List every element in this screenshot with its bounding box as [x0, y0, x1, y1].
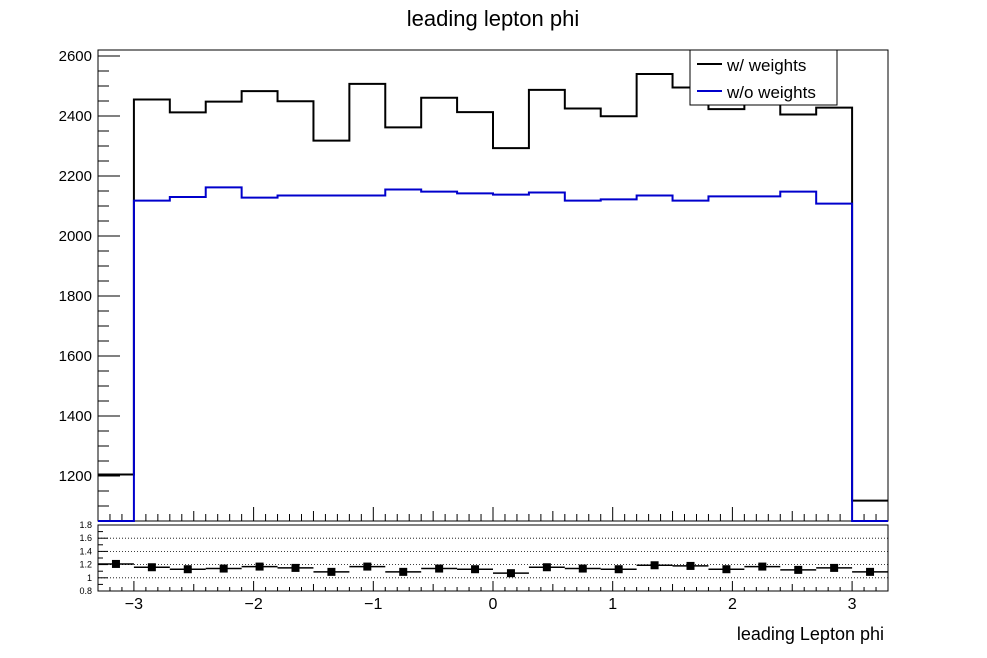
ratio-marker — [363, 562, 372, 571]
ratio-y-axis: 0.8 1 1.2 1.4 1.6 1.8 — [79, 520, 108, 596]
legend: w/ weights w/o weights — [689, 49, 838, 106]
y-tick-label-2600: 2600 — [59, 48, 92, 65]
x-tick-label-2: −1 — [364, 596, 382, 613]
ratio-marker — [255, 562, 264, 571]
x-tick-label-5: 2 — [728, 596, 737, 613]
ratio-marker — [542, 563, 551, 572]
ratio-marker — [111, 559, 120, 568]
x-axis-label: leading Lepton phi — [737, 624, 884, 644]
y-tick-label-2400: 2400 — [59, 108, 92, 125]
ratio-y-tick-label-1-4: 1.4 — [79, 546, 92, 556]
y-tick-label-1400: 1400 — [59, 408, 92, 425]
ratio-marker — [506, 569, 515, 578]
chart-title: leading lepton phi — [407, 6, 579, 31]
ratio-y-tick-label-1-8: 1.8 — [79, 520, 92, 530]
ratio-marker — [219, 564, 228, 573]
ratio-marker — [686, 561, 695, 570]
x-tick-label-0: −3 — [125, 596, 143, 613]
ratio-marker — [291, 563, 300, 572]
ratio-marker — [830, 563, 839, 572]
ratio-y-tick-label-1-6: 1.6 — [79, 533, 92, 543]
ratio-marker — [399, 567, 408, 576]
ratio-y-tick-label-0-8: 0.8 — [79, 586, 92, 596]
ratio-marker — [435, 564, 444, 573]
legend-label-w-weights: w/ weights — [726, 56, 806, 75]
histogram-line-wo-weights — [98, 186, 888, 522]
ratio-y-tick-label-1-2: 1.2 — [79, 560, 92, 570]
ratio-marker — [327, 567, 336, 576]
legend-box — [689, 49, 838, 106]
y-tick-label-1600: 1600 — [59, 348, 92, 365]
ratio-marker — [614, 565, 623, 574]
main-x-axis-ticks — [97, 507, 889, 521]
ratio-points — [98, 559, 888, 578]
ratio-marker — [183, 565, 192, 574]
x-tick-label-1: −2 — [244, 596, 262, 613]
y-tick-label-1800: 1800 — [59, 288, 92, 305]
ratio-marker — [471, 565, 480, 574]
ratio-marker — [794, 565, 803, 574]
main-y-axis: 1200 1400 1600 1800 2000 2200 2400 2600 — [59, 48, 120, 507]
legend-label-wo-weights: w/o weights — [726, 83, 816, 102]
ratio-marker — [758, 562, 767, 571]
ratio-x-axis: −3 −2 −1 0 1 2 3 — [97, 581, 889, 613]
x-tick-label-3: 0 — [489, 596, 498, 613]
ratio-marker — [650, 561, 659, 570]
x-tick-label-4: 1 — [608, 596, 617, 613]
y-tick-label-1200: 1200 — [59, 468, 92, 485]
ratio-marker — [147, 563, 156, 572]
ratio-marker — [866, 567, 875, 576]
y-tick-label-2200: 2200 — [59, 168, 92, 185]
ratio-y-tick-label-1: 1 — [87, 573, 92, 583]
ratio-marker — [578, 564, 587, 573]
y-tick-label-2000: 2000 — [59, 228, 92, 245]
ratio-marker — [722, 565, 731, 574]
x-tick-label-6: 3 — [848, 596, 857, 613]
